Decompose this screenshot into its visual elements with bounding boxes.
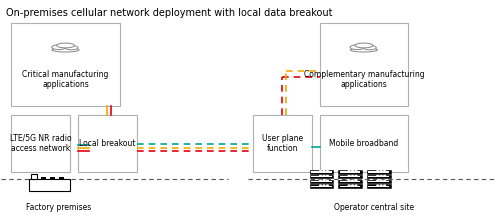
Bar bbox=[369, 171, 389, 173]
Circle shape bbox=[326, 180, 328, 181]
Bar bbox=[340, 176, 361, 177]
Bar bbox=[338, 180, 362, 183]
Text: Factory premises: Factory premises bbox=[25, 203, 91, 212]
Circle shape bbox=[352, 180, 354, 181]
Bar bbox=[31, 174, 37, 179]
Ellipse shape bbox=[355, 43, 373, 48]
Bar bbox=[369, 186, 389, 187]
Bar bbox=[41, 177, 46, 179]
Circle shape bbox=[352, 185, 354, 186]
Bar bbox=[338, 185, 362, 188]
Text: Operator central site: Operator central site bbox=[334, 203, 414, 212]
Circle shape bbox=[348, 175, 350, 176]
Circle shape bbox=[319, 175, 321, 176]
Circle shape bbox=[384, 185, 385, 186]
Bar bbox=[311, 171, 332, 173]
Bar bbox=[310, 170, 333, 173]
Bar bbox=[369, 181, 389, 182]
Ellipse shape bbox=[364, 46, 376, 50]
Circle shape bbox=[377, 175, 378, 176]
Circle shape bbox=[323, 185, 325, 186]
Circle shape bbox=[319, 180, 321, 181]
Circle shape bbox=[326, 175, 328, 176]
Text: Mobile broadband: Mobile broadband bbox=[329, 139, 399, 148]
Ellipse shape bbox=[350, 45, 364, 50]
Bar bbox=[29, 179, 70, 191]
Bar bbox=[367, 180, 390, 183]
Bar bbox=[367, 175, 390, 178]
Circle shape bbox=[352, 175, 354, 176]
Circle shape bbox=[380, 185, 382, 186]
Bar bbox=[310, 180, 333, 183]
Bar bbox=[311, 176, 332, 177]
Text: Local breakout: Local breakout bbox=[79, 139, 136, 148]
Bar bbox=[311, 186, 332, 187]
Bar bbox=[338, 170, 362, 173]
Text: Critical manufacturing
applications: Critical manufacturing applications bbox=[22, 70, 109, 89]
Ellipse shape bbox=[350, 48, 377, 52]
Bar bbox=[59, 177, 63, 179]
Circle shape bbox=[380, 180, 382, 181]
Ellipse shape bbox=[65, 46, 78, 50]
Bar bbox=[50, 177, 55, 179]
Bar bbox=[340, 171, 361, 173]
Circle shape bbox=[384, 175, 385, 176]
FancyBboxPatch shape bbox=[11, 115, 70, 171]
Bar bbox=[369, 176, 389, 177]
Circle shape bbox=[380, 175, 382, 176]
Circle shape bbox=[348, 185, 350, 186]
Ellipse shape bbox=[52, 45, 65, 50]
Circle shape bbox=[319, 185, 321, 186]
FancyBboxPatch shape bbox=[319, 23, 408, 106]
Bar bbox=[340, 181, 361, 182]
Circle shape bbox=[323, 175, 325, 176]
Circle shape bbox=[377, 180, 378, 181]
Circle shape bbox=[323, 180, 325, 181]
Ellipse shape bbox=[52, 48, 79, 52]
Bar bbox=[311, 181, 332, 182]
Text: Complementary manufacturing
applications: Complementary manufacturing applications bbox=[304, 70, 424, 89]
Bar bbox=[340, 186, 361, 187]
Circle shape bbox=[355, 180, 357, 181]
FancyBboxPatch shape bbox=[11, 23, 120, 106]
FancyBboxPatch shape bbox=[319, 115, 408, 171]
FancyBboxPatch shape bbox=[253, 115, 312, 171]
Text: On-premises cellular network deployment with local data breakout: On-premises cellular network deployment … bbox=[6, 8, 333, 18]
Circle shape bbox=[326, 185, 328, 186]
Circle shape bbox=[355, 175, 357, 176]
FancyBboxPatch shape bbox=[78, 115, 137, 171]
Bar bbox=[367, 170, 390, 173]
Circle shape bbox=[348, 180, 350, 181]
Bar bbox=[310, 175, 333, 178]
Ellipse shape bbox=[57, 43, 74, 48]
Bar bbox=[310, 185, 333, 188]
Bar bbox=[367, 185, 390, 188]
Text: LTE/5G NR radio
access network: LTE/5G NR radio access network bbox=[10, 133, 72, 153]
Circle shape bbox=[377, 185, 378, 186]
Text: User plane
function: User plane function bbox=[262, 133, 303, 153]
Circle shape bbox=[355, 185, 357, 186]
Circle shape bbox=[384, 180, 385, 181]
Bar bbox=[338, 175, 362, 178]
